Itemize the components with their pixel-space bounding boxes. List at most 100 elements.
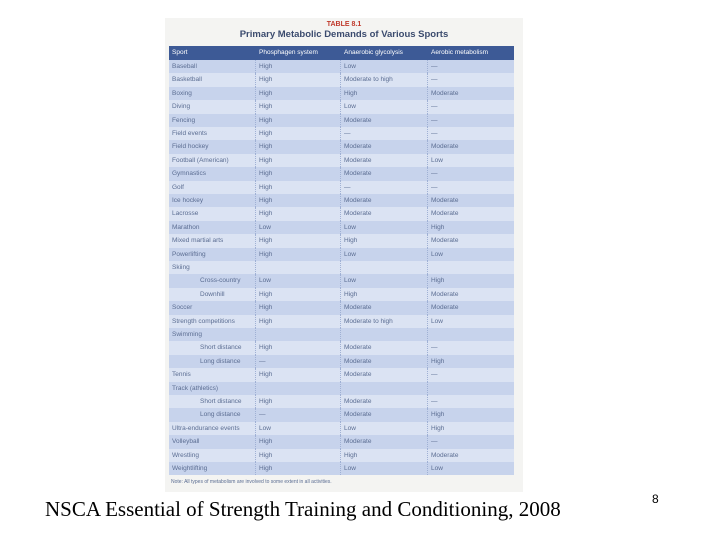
- table-row: Marathon Low Low High: [169, 220, 514, 235]
- column-divider: [255, 60, 256, 74]
- table-cell: Moderate: [344, 411, 372, 419]
- table-row: Short distance High Moderate —: [169, 395, 514, 409]
- table-row: Football (American) High Moderate Low: [169, 153, 514, 168]
- table-cell: Moderate: [431, 89, 459, 97]
- table-cell: Moderate: [344, 304, 372, 312]
- table-cell: High: [259, 183, 273, 191]
- table-cell: Low: [344, 250, 356, 258]
- table-cell: Moderate to high: [344, 317, 393, 325]
- column-divider: [340, 328, 341, 342]
- sport-cell: Downhill: [200, 290, 225, 298]
- column-divider: [427, 408, 428, 422]
- header-cell: Anaerobic glycolysis: [344, 49, 403, 56]
- table-cell: High: [259, 451, 273, 459]
- table-cell: Moderate: [344, 170, 372, 178]
- column-divider: [340, 421, 341, 436]
- column-divider: [340, 234, 341, 248]
- column-divider: [255, 381, 256, 395]
- table-row: Short distance High Moderate —: [169, 341, 514, 355]
- table-cell: High: [259, 438, 273, 446]
- table-row: Swimming: [169, 328, 514, 342]
- sport-cell: Cross-country: [200, 277, 241, 285]
- page-number: 8: [652, 492, 659, 506]
- table-cell: —: [431, 103, 438, 111]
- table-cell: Moderate: [431, 304, 459, 312]
- column-divider: [255, 368, 256, 382]
- sport-cell: Baseball: [172, 63, 197, 70]
- table-row: Fencing High Moderate —: [169, 113, 514, 127]
- column-divider: [255, 153, 256, 168]
- table-cell: Moderate: [344, 143, 372, 151]
- column-divider: [427, 368, 428, 382]
- table-cell: —: [431, 438, 438, 446]
- table-row: Strength competitions High Moderate to hig…: [169, 314, 514, 328]
- table-cell: High: [431, 223, 445, 231]
- table-cell: Low: [344, 424, 356, 432]
- column-divider: [427, 60, 428, 74]
- table-cell: —: [431, 398, 438, 405]
- table-cell: Moderate: [431, 237, 459, 245]
- table-cell: High: [344, 290, 358, 298]
- sport-cell: Soccer: [172, 304, 193, 312]
- table-cell: High: [259, 63, 273, 70]
- table-row: Tennis High Moderate —: [169, 368, 514, 382]
- sport-cell: Long distance: [200, 411, 241, 419]
- sport-cell: Short distance: [200, 398, 242, 405]
- table-cell: Moderate to high: [344, 76, 393, 84]
- column-divider: [427, 261, 428, 275]
- column-divider: [255, 86, 256, 101]
- column-divider: [427, 247, 428, 261]
- sport-cell: Mixed martial arts: [172, 237, 224, 245]
- column-divider: [255, 421, 256, 436]
- sport-cell: Basketball: [172, 76, 202, 84]
- table-cell: High: [259, 344, 273, 352]
- table-cell: Low: [431, 250, 443, 258]
- header-cell: Sport: [172, 49, 188, 56]
- table-cell: High: [344, 237, 358, 245]
- column-divider: [340, 408, 341, 422]
- table-cell: Low: [259, 424, 271, 432]
- column-divider: [340, 261, 341, 275]
- table-row: Volleyball High Moderate —: [169, 435, 514, 449]
- table-cell: High: [259, 465, 273, 472]
- table-cell: High: [259, 304, 273, 312]
- table-cell: —: [344, 130, 351, 137]
- table-row: Golf High — —: [169, 180, 514, 194]
- table-image: TABLE 8.1 Primary Metabolic Demands of V…: [165, 18, 523, 492]
- table-cell: —: [431, 63, 438, 70]
- sport-cell: Fencing: [172, 116, 196, 124]
- table-cell: High: [259, 170, 273, 178]
- table-cell: Low: [431, 156, 443, 164]
- sport-cell: Field hockey: [172, 143, 209, 151]
- table-cell: —: [431, 371, 438, 379]
- column-divider: [340, 113, 341, 127]
- sport-cell: Field events: [172, 130, 208, 137]
- table-cell: —: [431, 344, 438, 352]
- table-cell: High: [259, 290, 273, 298]
- table-cell: Moderate: [344, 210, 372, 218]
- column-divider: [255, 328, 256, 342]
- column-divider: [255, 261, 256, 275]
- column-divider: [255, 140, 256, 154]
- table-cell: High: [259, 116, 273, 124]
- sport-cell: Ultra-endurance events: [172, 424, 240, 432]
- column-divider: [340, 194, 341, 208]
- column-divider: [340, 127, 341, 141]
- table-cell: Moderate: [344, 371, 372, 379]
- column-divider: [255, 341, 256, 355]
- table-cell: High: [259, 143, 273, 151]
- table-cell: Moderate: [431, 290, 459, 298]
- table-cell: Moderate: [344, 156, 372, 164]
- table-cell: Moderate: [344, 197, 372, 204]
- sport-cell: Football (American): [172, 156, 229, 164]
- column-divider: [340, 180, 341, 194]
- column-divider: [255, 220, 256, 235]
- table-cell: High: [344, 89, 358, 97]
- sport-cell: Short distance: [200, 344, 242, 352]
- table-cell: Moderate: [431, 143, 459, 151]
- column-divider: [427, 153, 428, 168]
- table-cell: Moderate: [344, 398, 372, 405]
- column-divider: [427, 100, 428, 114]
- column-divider: [427, 354, 428, 369]
- column-divider: [255, 180, 256, 194]
